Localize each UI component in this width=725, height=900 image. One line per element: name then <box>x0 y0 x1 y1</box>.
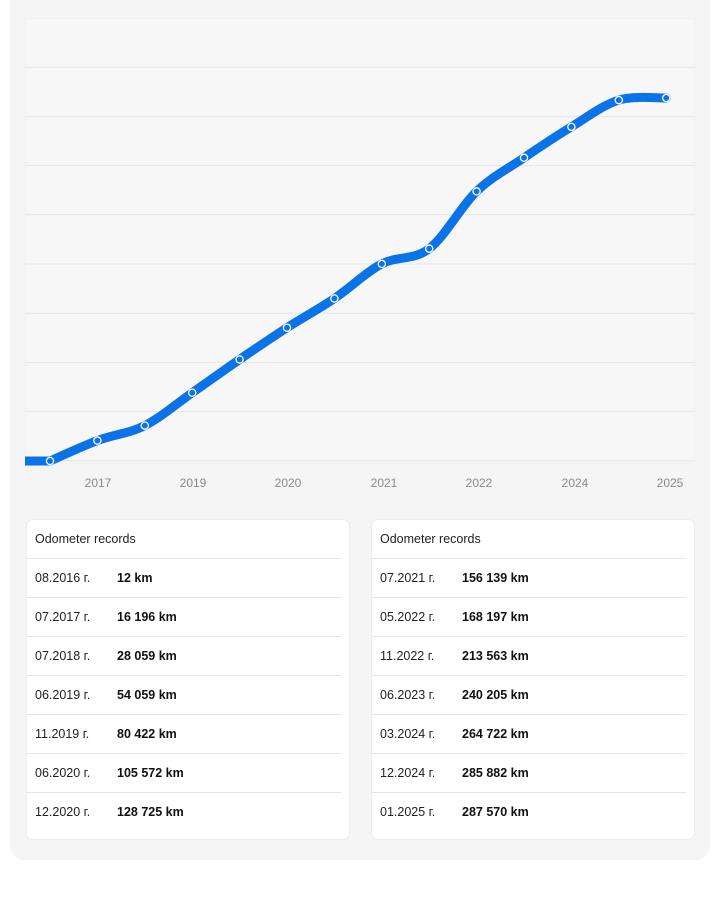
record-mileage: 285 882 km <box>462 766 529 780</box>
data-point[interactable] <box>424 244 434 253</box>
table-row: 08.2016 г. 12 km <box>27 559 341 598</box>
table-row: 12.2020 г. 128 725 km <box>27 793 341 831</box>
record-date: 07.2018 г. <box>35 649 91 663</box>
record-mileage: 54 059 km <box>117 688 177 702</box>
record-date: 03.2024 г. <box>380 727 436 741</box>
table-title: Odometer records <box>27 520 341 559</box>
record-mileage: 28 059 km <box>117 649 177 663</box>
record-date: 08.2016 г. <box>35 571 91 585</box>
record-date: 05.2022 г. <box>380 610 436 624</box>
table-row: 11.2022 г. 213 563 km <box>372 637 686 676</box>
data-point[interactable] <box>282 323 292 332</box>
odometer-table-right: Odometer records 07.2021 г. 156 139 km 05.… <box>372 520 694 839</box>
record-date: 12.2024 г. <box>380 766 436 780</box>
record-mileage: 105 572 km <box>117 766 184 780</box>
data-point[interactable] <box>93 436 102 445</box>
data-point[interactable] <box>661 93 671 103</box>
x-tick-label: 2017 <box>85 476 112 490</box>
data-point[interactable] <box>187 388 197 398</box>
data-point[interactable] <box>377 259 387 269</box>
record-date: 01.2025 г. <box>380 805 436 819</box>
record-mileage: 264 722 km <box>462 727 529 741</box>
table-row: 06.2023 г. 240 205 km <box>372 676 686 715</box>
x-tick-label: 2020 <box>275 476 302 490</box>
record-date: 06.2020 г. <box>35 766 91 780</box>
x-tick-label: 2021 <box>371 476 398 490</box>
record-date: 11.2019 г. <box>35 727 90 741</box>
record-date: 07.2017 г. <box>35 610 91 624</box>
data-point[interactable] <box>45 456 55 466</box>
data-point[interactable] <box>140 421 150 430</box>
record-mileage: 213 563 km <box>462 649 529 663</box>
table-rows: 07.2021 г. 156 139 km 05.2022 г. 168 197 km… <box>372 559 694 831</box>
data-point[interactable] <box>519 153 529 163</box>
table-row: 11.2019 г. 80 422 km <box>27 715 341 754</box>
data-point[interactable] <box>235 355 244 364</box>
record-mileage: 128 725 km <box>117 805 184 819</box>
data-point[interactable] <box>330 294 339 303</box>
record-mileage: 156 139 km <box>462 571 529 585</box>
x-tick-label: 2022 <box>466 476 493 490</box>
record-mileage: 80 422 km <box>117 727 177 741</box>
record-mileage: 240 205 km <box>462 688 529 702</box>
x-tick-label: 2019 <box>180 476 207 490</box>
x-tick-label: 2025 <box>657 476 684 490</box>
table-row: 07.2021 г. 156 139 km <box>372 559 686 598</box>
x-tick-label: 2024 <box>562 476 589 490</box>
table-row: 12.2024 г. 285 882 km <box>372 754 686 793</box>
table-title: Odometer records <box>372 520 686 559</box>
table-row: 07.2018 г. 28 059 km <box>27 637 341 676</box>
odometer-table-left: Odometer records 08.2016 г. 12 km 07.2017 … <box>27 520 349 839</box>
record-date: 06.2019 г. <box>35 688 91 702</box>
record-date: 07.2021 г. <box>380 571 436 585</box>
record-date: 11.2022 г. <box>380 649 435 663</box>
table-row: 03.2024 г. 264 722 km <box>372 715 686 754</box>
table-row: 01.2025 г. 287 570 km <box>372 793 686 831</box>
record-date: 12.2020 г. <box>35 805 91 819</box>
table-row: 07.2017 г. 16 196 km <box>27 598 341 637</box>
data-point[interactable] <box>614 95 624 105</box>
data-point[interactable] <box>567 122 576 132</box>
record-date: 06.2023 г. <box>380 688 436 702</box>
record-mileage: 287 570 km <box>462 805 529 819</box>
data-point[interactable] <box>472 187 481 196</box>
table-row: 06.2019 г. 54 059 km <box>27 676 341 715</box>
plot-area <box>25 18 695 462</box>
record-mileage: 12 km <box>117 571 153 585</box>
record-mileage: 168 197 km <box>462 610 529 624</box>
table-row: 06.2020 г. 105 572 km <box>27 754 341 793</box>
table-row: 05.2022 г. 168 197 km <box>372 598 686 637</box>
record-mileage: 16 196 km <box>117 610 177 624</box>
chart-svg: 2017 2019 2020 2021 2022 2024 2025 <box>25 18 695 490</box>
odometer-chart: 2017 2019 2020 2021 2022 2024 2025 <box>25 18 695 498</box>
table-rows: 08.2016 г. 12 km 07.2017 г. 16 196 km 07.201… <box>27 559 349 831</box>
